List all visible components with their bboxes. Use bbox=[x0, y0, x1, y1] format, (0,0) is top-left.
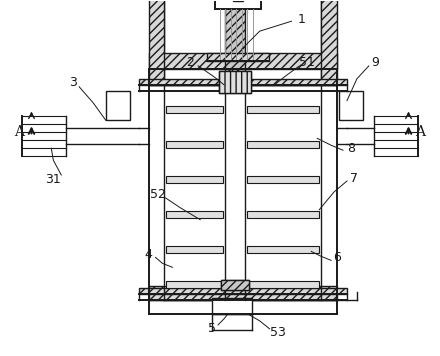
Bar bbox=[321, 0, 337, 85]
Bar bbox=[166, 141, 223, 148]
Bar bbox=[247, 246, 319, 253]
Text: 6: 6 bbox=[333, 251, 341, 264]
Text: 31: 31 bbox=[45, 173, 61, 187]
Bar bbox=[247, 141, 319, 148]
Text: A: A bbox=[15, 125, 25, 139]
Bar bbox=[212, 298, 252, 314]
Text: 5: 5 bbox=[208, 322, 216, 335]
Bar bbox=[166, 281, 223, 288]
Bar bbox=[215, 0, 260, 9]
Text: 4: 4 bbox=[145, 248, 153, 261]
Bar bbox=[139, 79, 347, 85]
Text: 52: 52 bbox=[150, 188, 165, 201]
Bar bbox=[219, 71, 251, 93]
Bar bbox=[221, 280, 249, 290]
Text: 53: 53 bbox=[270, 326, 286, 339]
Bar bbox=[139, 288, 347, 294]
Bar bbox=[207, 53, 268, 61]
Bar bbox=[165, 0, 321, 85]
Bar bbox=[166, 211, 223, 218]
Text: 3: 3 bbox=[69, 76, 77, 89]
Bar bbox=[225, 0, 245, 85]
Bar bbox=[149, 53, 337, 69]
Bar bbox=[149, 0, 165, 85]
Bar bbox=[247, 211, 319, 218]
Bar bbox=[219, 71, 251, 93]
Bar bbox=[221, 280, 249, 290]
Bar bbox=[149, 286, 337, 300]
Bar bbox=[166, 176, 223, 183]
Bar bbox=[166, 106, 223, 112]
Text: 1: 1 bbox=[297, 13, 305, 26]
Text: 7: 7 bbox=[350, 172, 358, 184]
Bar bbox=[339, 91, 363, 120]
Bar bbox=[247, 106, 319, 112]
Text: 2: 2 bbox=[186, 56, 194, 69]
Text: 8: 8 bbox=[347, 142, 355, 155]
Bar bbox=[106, 91, 130, 120]
Text: A: A bbox=[415, 125, 425, 139]
Bar bbox=[166, 246, 223, 253]
Text: 9: 9 bbox=[371, 56, 379, 69]
Bar bbox=[247, 176, 319, 183]
Text: 51: 51 bbox=[299, 56, 315, 69]
Bar bbox=[247, 281, 319, 288]
Bar bbox=[233, 0, 243, 1]
